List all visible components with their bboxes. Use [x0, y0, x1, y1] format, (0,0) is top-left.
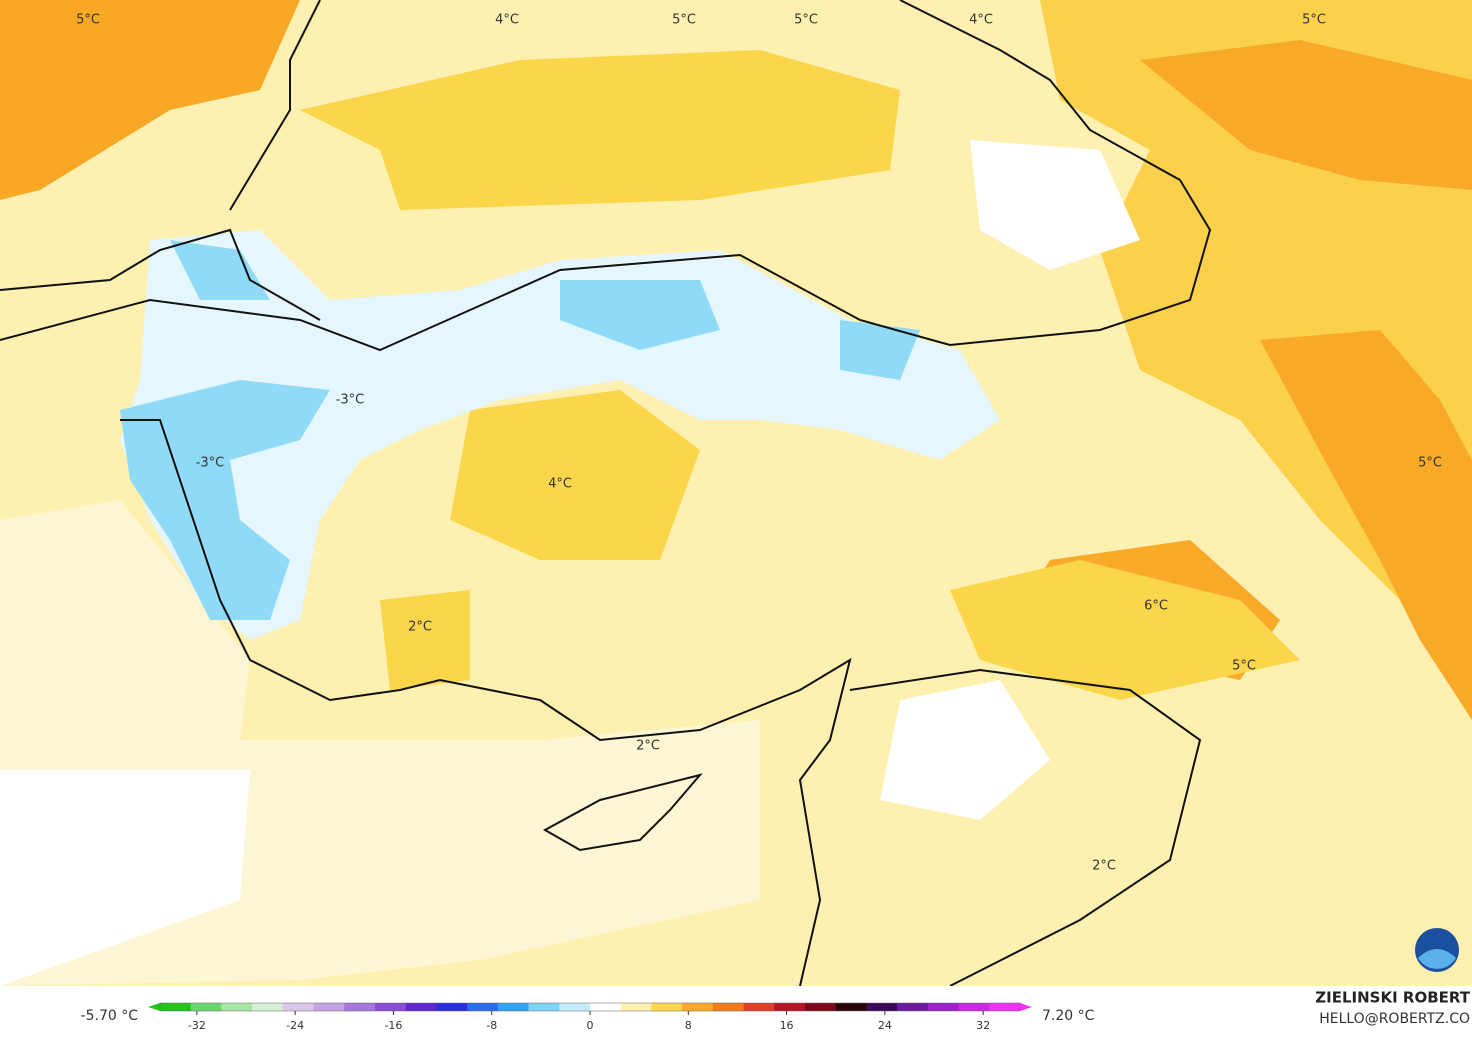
logo-wave: [1418, 949, 1456, 969]
colorbar-segment: [958, 1003, 990, 1011]
colorbar-segment: [897, 1003, 929, 1011]
colorbar-segment: [160, 1003, 192, 1011]
map: [0, 0, 1472, 987]
contour-label: 5°C: [1302, 13, 1326, 28]
colorbar-tick-label: 16: [780, 1019, 794, 1032]
colorbar-tick-label: -8: [486, 1019, 497, 1032]
contour-label: 5°C: [672, 13, 696, 28]
colorbar-tick-label: 0: [587, 1019, 594, 1032]
neutral-region: [0, 140, 1140, 986]
colorbar-segment: [866, 1003, 898, 1011]
contour-label: 4°C: [969, 13, 993, 28]
colorbar-segment: [528, 1003, 560, 1011]
warm-region: [1000, 40, 1472, 720]
contour-label: 4°C: [548, 477, 572, 492]
cold-region: [120, 240, 920, 620]
author: ZIELINSKI ROBERT: [1315, 989, 1470, 1007]
colorbar-segment: [190, 1003, 222, 1011]
cold-region: [120, 230, 1000, 640]
colorbar-segment: [620, 1003, 652, 1011]
contour-label: 2°C: [1092, 859, 1116, 874]
colorbar-end: [1020, 1003, 1032, 1011]
colorbar-segment: [927, 1003, 960, 1011]
colorbar-segment: [835, 1003, 867, 1011]
colorbar-segment: [682, 1003, 714, 1011]
colorbar-segment: [252, 1003, 284, 1011]
contour-label: 6°C: [1144, 599, 1168, 614]
contour-label: 2°C: [636, 739, 660, 754]
contour-label: -3°C: [336, 393, 365, 408]
max-label: 7.20 °C: [1042, 1008, 1095, 1024]
contour-label: 5°C: [1418, 456, 1442, 471]
colorbar: -32 -24 -16 -8 0 8 16 24 32: [148, 1002, 1032, 1032]
colorbar-segment: [436, 1003, 468, 1011]
colorbar-tick-label: -16: [384, 1019, 402, 1032]
colorbar-tick-label: 8: [685, 1019, 692, 1032]
colorbar-segment: [743, 1003, 775, 1011]
contour-label: 4°C: [495, 13, 519, 28]
noaa-logo: [1415, 928, 1459, 972]
colorbar-end: [148, 1003, 160, 1011]
contour-label: -3°C: [196, 456, 225, 471]
email: HELLO@ROBERTZ.CO: [1319, 1011, 1470, 1027]
colorbar-segment: [989, 1003, 1021, 1011]
colorbar-segment: [221, 1003, 253, 1011]
colorbar-segment: [497, 1003, 530, 1011]
warm-region: [300, 50, 1300, 700]
coastline: [0, 0, 1212, 987]
colorbar-tick-label: 32: [976, 1019, 990, 1032]
contour-label: 2°C: [408, 620, 432, 635]
colorbar-tick-label: -32: [188, 1019, 206, 1032]
contour-label: 5°C: [794, 13, 818, 28]
colorbar-segment: [375, 1003, 407, 1011]
colorbar-segment: [805, 1003, 837, 1011]
colorbar-segment: [712, 1003, 745, 1011]
colorbar-segment: [774, 1003, 806, 1011]
colorbar-tick-label: 24: [878, 1019, 892, 1032]
colorbar-segment: [313, 1003, 345, 1011]
colorbar-segment: [405, 1003, 437, 1011]
colorbar-segment: [559, 1003, 591, 1011]
contour-label: 5°C: [1232, 659, 1256, 674]
contour-labels: 5°C 4°C 5°C 5°C 4°C 5°C -3°C -3°C 4°C 2°C 2°C 6°C 5°…: [76, 13, 1442, 874]
colorbar-segment: [344, 1003, 376, 1011]
colorbar-segment: [467, 1003, 499, 1011]
min-label: -5.70 °C: [81, 1008, 139, 1024]
colorbar-segment: [590, 1003, 622, 1011]
warm-region: [0, 0, 300, 200]
colorbar-tick-label: -24: [286, 1019, 304, 1032]
colorbar-segment: [651, 1003, 683, 1011]
colorbar-segment: [282, 1003, 315, 1011]
contour-label: 5°C: [76, 13, 100, 28]
border: [542, 668, 1202, 987]
